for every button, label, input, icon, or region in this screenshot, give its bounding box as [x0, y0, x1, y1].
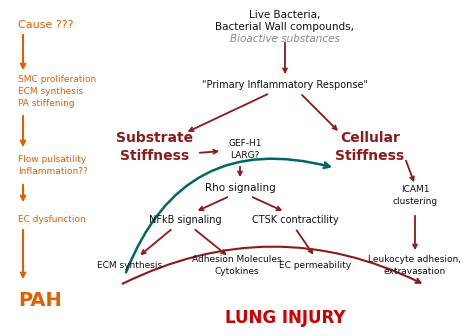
Text: ECM synthesis: ECM synthesis — [98, 260, 163, 269]
Text: LUNG INJURY: LUNG INJURY — [225, 309, 345, 327]
Text: Stiffness: Stiffness — [120, 149, 190, 163]
Text: ICAM1: ICAM1 — [401, 185, 429, 195]
Text: Bioactive substances: Bioactive substances — [230, 34, 340, 44]
Text: Cause ???: Cause ??? — [18, 20, 73, 30]
Text: PA stiffening: PA stiffening — [18, 99, 74, 108]
Text: Cytokines: Cytokines — [215, 267, 259, 277]
Text: Adhesion Molecules: Adhesion Molecules — [192, 255, 282, 264]
Text: Live Bacteria,: Live Bacteria, — [249, 10, 321, 20]
Text: clustering: clustering — [392, 198, 438, 207]
Text: Flow pulsatility: Flow pulsatility — [18, 155, 86, 164]
Text: Cellular: Cellular — [340, 131, 400, 145]
Text: "Primary Inflammatory Response": "Primary Inflammatory Response" — [202, 80, 368, 90]
Text: Inflammation??: Inflammation?? — [18, 167, 88, 176]
Text: EC dysfunction: EC dysfunction — [18, 215, 86, 224]
Text: SMC proliferation: SMC proliferation — [18, 75, 96, 84]
Text: Substrate: Substrate — [117, 131, 193, 145]
Text: EC permeability: EC permeability — [279, 260, 351, 269]
Text: GEF-H1: GEF-H1 — [228, 138, 262, 148]
Text: CTSK contractility: CTSK contractility — [252, 215, 338, 225]
Text: extravasation: extravasation — [384, 267, 446, 277]
Text: NFkB signaling: NFkB signaling — [149, 215, 221, 225]
Text: PAH: PAH — [18, 291, 62, 309]
Text: Leukocyte adhesion,: Leukocyte adhesion, — [368, 255, 462, 264]
Text: Rho signaling: Rho signaling — [205, 183, 275, 193]
Text: ECM synthesis: ECM synthesis — [18, 87, 83, 96]
Text: LARG?: LARG? — [230, 151, 260, 160]
Text: Stiffness: Stiffness — [336, 149, 405, 163]
Text: Bacterial Wall compounds,: Bacterial Wall compounds, — [216, 22, 355, 32]
